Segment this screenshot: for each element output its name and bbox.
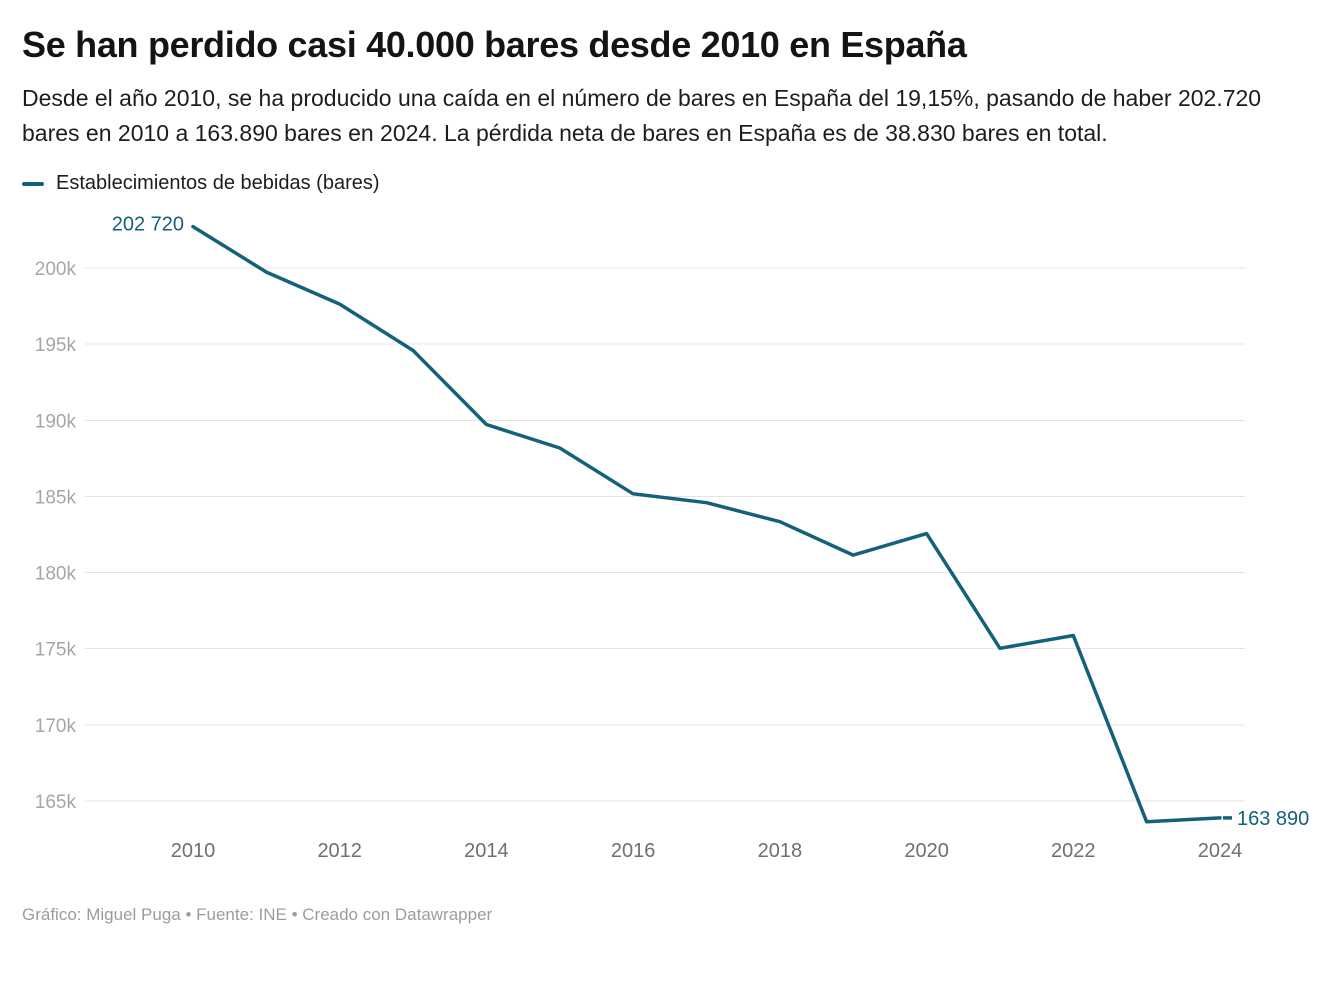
x-axis-label-2024: 2024 — [1198, 840, 1243, 862]
y-axis-label-185k: 185k — [35, 488, 77, 509]
x-axis-label-2016: 2016 — [611, 840, 656, 862]
chart-canvas: 165k 170k 175k 180k 185k 190k 195k 200k 2010 2012… — [35, 214, 1310, 862]
y-axis-label-170k: 170k — [35, 716, 77, 737]
last-value-label: 163 890 — [1237, 808, 1309, 830]
footer-credit: Gráfico: Miguel Puga • Fuente: INE • Cre… — [22, 905, 493, 925]
y-axis-label-200k: 200k — [35, 259, 77, 280]
x-axis-label-2014: 2014 — [464, 840, 509, 862]
y-axis-label-195k: 195k — [35, 335, 77, 356]
y-axis-label-180k: 180k — [35, 564, 77, 585]
chart-footer: Gráfico: Miguel Puga • Fuente: INE • Cre… — [22, 905, 1318, 925]
y-axis-label-165k: 165k — [35, 792, 77, 813]
x-axis-label-2012: 2012 — [317, 840, 362, 862]
x-axis-label-2020: 2020 — [904, 840, 949, 862]
x-axis-label-2022: 2022 — [1051, 840, 1096, 862]
x-axis-label-2018: 2018 — [758, 840, 803, 862]
legend-label: Establecimientos de bebidas (bares) — [56, 172, 380, 195]
line-chart: 165k 170k 175k 180k 185k 190k 195k 200k 2010 2012… — [0, 205, 1340, 865]
chart-legend: Establecimientos de bebidas (bares) — [22, 172, 1318, 195]
legend-line-swatch — [22, 181, 44, 186]
chart-description: Desde el año 2010, se ha producido una c… — [22, 85, 1262, 146]
y-axis-label-175k: 175k — [35, 640, 77, 661]
first-value-label: 202 720 — [112, 214, 184, 236]
x-axis-label-2010: 2010 — [171, 840, 216, 862]
chart-title: Se han perdido casi 40.000 bares desde 2… — [22, 24, 967, 65]
y-axis-label-190k: 190k — [35, 412, 77, 433]
chart-header: Se han perdido casi 40.000 bares desde 2… — [22, 24, 1318, 150]
series-line — [191, 225, 1222, 824]
